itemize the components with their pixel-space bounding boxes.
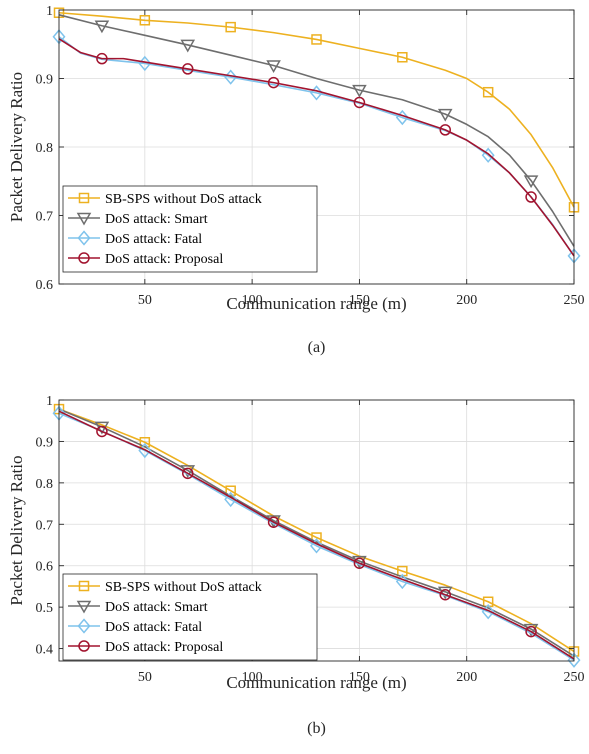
series-4 [58, 410, 575, 660]
chart-panel-a: 50 100 150 200 250 0.6 0.7 0.8 0.9 1 Communication… [7, 4, 585, 356]
legend-marker-triangle-down [76, 212, 92, 226]
data-point-diamond [224, 491, 238, 508]
legend-item: SB-SPS without DoS attack [68, 580, 262, 595]
x-tick-label: 100 [242, 293, 263, 308]
legend-item: DoS attack: Fatal [68, 230, 202, 247]
series-line [58, 410, 575, 660]
legend-label: DoS attack: Proposal [105, 640, 223, 655]
axes-frame [58, 399, 575, 662]
series-line [58, 408, 575, 657]
data-point-circle [353, 96, 366, 109]
data-point-square [139, 15, 151, 26]
data-point-square [225, 21, 236, 33]
data-point-circle [267, 76, 280, 89]
y-tick-label: 1 [46, 394, 53, 409]
data-point-triangle-down [266, 60, 281, 73]
data-point-diamond [310, 538, 323, 554]
data-point-circle [439, 124, 451, 136]
series-line [58, 14, 575, 247]
data-point-triangle-down [180, 39, 196, 53]
chart-panel-b: 50 100 150 200 250 0.4 0.5 0.6 0.7 0.8 0.9 1 Communi… [7, 394, 585, 737]
series-line [58, 408, 575, 653]
series-2 [58, 14, 575, 247]
legend-marker-diamond [77, 618, 91, 634]
x-tick-label: 200 [456, 293, 477, 308]
data-point-circle [439, 588, 451, 601]
y-tick-label: 0.7 [36, 210, 54, 225]
data-point-diamond [395, 109, 409, 126]
y-tick-label: 0.5 [36, 601, 54, 616]
data-point-circle [525, 625, 537, 638]
panel-caption: (a) [308, 339, 326, 356]
data-point-circle [353, 557, 366, 569]
legend-label: SB-SPS without DoS attack [105, 580, 262, 595]
data-point-circle [96, 52, 108, 65]
legend-box [62, 573, 318, 661]
legend-label: DoS attack: Smart [105, 600, 208, 615]
data-point-circle [182, 63, 194, 75]
legend-marker-square [78, 580, 90, 592]
legend: SB-SPS without DoS attack DoS attack: Sma… [62, 573, 318, 661]
x-tick-label: 200 [456, 670, 477, 685]
y-tick-label: 0.6 [36, 560, 54, 575]
x-tick-label: 150 [349, 670, 370, 685]
data-point-circle [182, 467, 194, 480]
x-axis-title: Communication range (m) [226, 673, 406, 692]
data-point-triangle-down [94, 20, 110, 34]
data-point-triangle-down [523, 175, 539, 189]
legend: SB-SPS without DoS attack DoS attack: Sma… [62, 185, 318, 273]
x-tick-label: 250 [564, 293, 585, 308]
data-point-diamond [395, 573, 409, 590]
legend-marker-triangle-down [76, 600, 92, 614]
legend-marker-circle [78, 640, 90, 652]
panel-caption: (b) [307, 720, 326, 737]
y-tick-label: 0.7 [36, 518, 54, 533]
x-tick-label: 50 [138, 293, 152, 308]
legend-label: DoS attack: Smart [105, 212, 208, 227]
legend-marker-circle [78, 252, 90, 264]
x-tick-label: 100 [242, 670, 263, 685]
legend-marker-diamond [77, 230, 91, 246]
y-tick-label: 0.6 [36, 278, 54, 293]
legend-label: DoS attack: Proposal [105, 252, 223, 267]
legend-marker-square [78, 192, 90, 204]
y-tick-label: 0.8 [36, 477, 54, 492]
legend-box [62, 185, 318, 273]
y-tick-label: 1 [46, 4, 53, 19]
series-4 [58, 38, 575, 257]
legend-item: DoS attack: Proposal [68, 640, 223, 655]
legend-item: DoS attack: Smart [68, 212, 208, 227]
y-axis-title: Packet Delivery Ratio [7, 72, 26, 222]
data-point-circle [267, 516, 280, 528]
x-tick-label: 50 [138, 670, 152, 685]
y-tick-label: 0.9 [36, 73, 54, 88]
series-line [58, 11, 575, 208]
y-tick-label: 0.8 [36, 141, 54, 156]
legend-label: DoS attack: Fatal [105, 620, 202, 635]
legend-item: DoS attack: Fatal [68, 618, 202, 635]
legend-item: DoS attack: Proposal [68, 252, 223, 267]
x-tick-label: 250 [564, 670, 585, 685]
y-tick-label: 0.4 [36, 643, 54, 658]
series-line [58, 38, 575, 257]
data-point-circle [525, 191, 537, 203]
data-point-square [397, 52, 408, 63]
data-point-triangle-down [437, 586, 453, 600]
legend-label: DoS attack: Fatal [105, 232, 202, 247]
data-point-circle [96, 425, 108, 438]
legend-item: DoS attack: Smart [68, 600, 208, 615]
data-point-triangle-down [352, 84, 367, 98]
x-tick-label: 150 [349, 293, 370, 308]
data-point-square [482, 86, 494, 98]
y-axis-title: Packet Delivery Ratio [7, 455, 26, 605]
legend-item: SB-SPS without DoS attack [68, 192, 262, 207]
data-point-diamond [481, 147, 495, 163]
data-point-diamond [567, 652, 581, 668]
y-tick-label: 0.9 [36, 435, 54, 450]
legend-label: SB-SPS without DoS attack [105, 192, 262, 207]
data-point-square [311, 34, 322, 45]
data-point-triangle-down [437, 108, 453, 122]
x-axis-title: Communication range (m) [226, 294, 406, 313]
